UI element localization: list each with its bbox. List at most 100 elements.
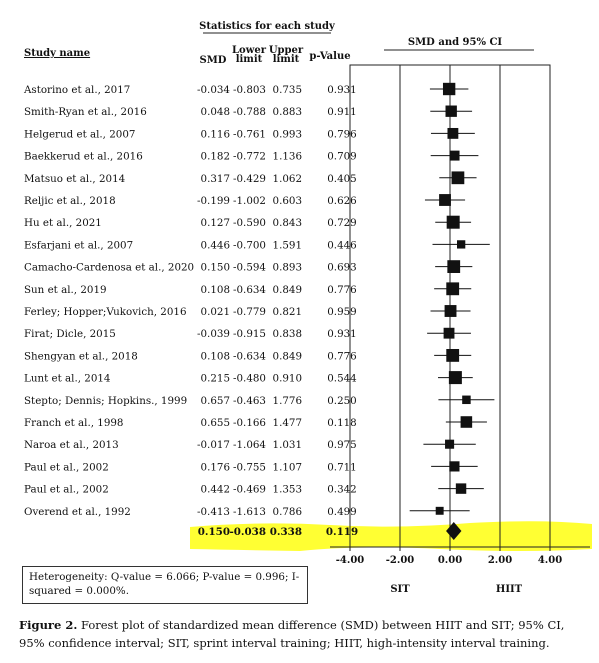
smd-value: 0.150	[201, 262, 230, 274]
x-tick-label: -4.00	[336, 555, 365, 566]
effect-square	[446, 348, 460, 362]
upper-limit-value: 1.776	[273, 395, 302, 407]
study-row: Paul et al., 2002 0.442 -0.469 1.353 0.342	[24, 483, 484, 496]
smd-value: 0.021	[201, 306, 230, 318]
upper-limit-value: 0.786	[273, 506, 302, 518]
effect-square	[444, 305, 457, 317]
study-row: Astorino et al., 2017 -0.034 -0.803 0.735 0.…	[23, 82, 469, 96]
upper-limit-value: 0.735	[273, 84, 302, 96]
study-row: Paul et al., 2002 0.176 -0.755 1.107 0.711	[24, 461, 478, 473]
lower-limit-value: -0.590	[233, 217, 266, 229]
study-row: Esfarjani et al., 2007 0.446 -0.700 1.591 0.…	[24, 239, 490, 251]
effect-square	[446, 215, 460, 229]
study-name: Ferley; Hopper;Vukovich, 2016	[24, 306, 187, 318]
effect-square	[455, 483, 467, 494]
smd-value: 0.655	[201, 417, 230, 429]
upper-limit-value: 1.353	[273, 484, 302, 496]
upper-limit-value: 0.849	[273, 350, 302, 362]
study-name: Paul et al., 2002	[24, 461, 109, 473]
effect-square	[446, 282, 460, 296]
x-tick-label: 0.00	[438, 555, 462, 566]
lower-limit-header-1: Lower	[232, 45, 267, 56]
effect-square	[439, 194, 451, 206]
study-row: Firat; Dicle, 2015 -0.039 -0.915 0.838 0.931	[24, 327, 471, 340]
p-value: 0.911	[327, 106, 356, 118]
lower-limit-value: -0.634	[233, 350, 266, 362]
study-name: Hu et al., 2021	[24, 217, 102, 229]
study-name: Smith-Ryan et al., 2016	[24, 106, 147, 118]
hiit-label: HIIT	[496, 584, 523, 595]
lower-limit-header-2: limit	[236, 54, 263, 65]
effect-square	[448, 371, 462, 385]
p-value: 0.796	[327, 128, 356, 140]
p-value: 0.776	[327, 284, 356, 296]
upper-limit-value: 1.062	[273, 173, 302, 185]
smd-value: 0.176	[201, 461, 230, 473]
heterogeneity-text: Heterogeneity: Q-value = 6.066; P-value …	[29, 571, 300, 597]
p-value: 0.729	[327, 217, 356, 229]
x-tick-label: -2.00	[386, 555, 415, 566]
lower-limit-value: -0.772	[233, 151, 266, 163]
smd-value: 0.446	[201, 239, 230, 251]
smd-value: 0.215	[201, 373, 230, 385]
upper-limit-value: 0.838	[273, 328, 302, 340]
smd-value: 0.108	[201, 350, 230, 362]
effect-square	[445, 105, 457, 117]
p-value: 0.405	[327, 173, 356, 185]
study-row: Lunt et al., 2014 0.215 -0.480 0.910 0.544	[24, 371, 473, 385]
study-name: Helgerud et al., 2007	[24, 128, 135, 140]
upper-limit-header-2: limit	[273, 54, 300, 65]
study-name: Reljic et al., 2018	[24, 195, 116, 207]
study-row: Camacho-Cardenosa et al., 2020 0.150 -0.59…	[24, 260, 473, 274]
smd-value: 0.116	[201, 128, 230, 140]
upper-limit-value: 0.843	[273, 217, 302, 229]
p-value: 0.711	[327, 461, 356, 473]
study-name: Matsuo et al., 2014	[24, 173, 126, 185]
summary-lower: -0.038	[229, 526, 266, 538]
effect-square	[462, 395, 471, 405]
study-row: Sun et al., 2019 0.108 -0.634 0.849 0.776	[24, 282, 472, 296]
lower-limit-value: -0.594	[233, 262, 266, 274]
study-row: Matsuo et al., 2014 0.317 -0.429 1.062 0.405	[24, 171, 477, 185]
lower-limit-value: -1.002	[233, 195, 266, 207]
p-value-header: p-Value	[309, 51, 350, 62]
upper-limit-value: 0.893	[273, 262, 302, 274]
study-name: Naroa et al., 2013	[24, 439, 119, 451]
sit-label: SIT	[390, 584, 410, 595]
lower-limit-value: -0.803	[233, 84, 266, 96]
summary-smd: 0.150	[198, 526, 230, 538]
study-name: Camacho-Cardenosa et al., 2020	[24, 262, 194, 274]
p-value: 0.499	[327, 506, 356, 518]
effect-square	[443, 327, 455, 339]
plot-title: SMD and 95% CI	[408, 37, 503, 48]
effect-square	[442, 82, 456, 96]
lower-limit-value: -0.429	[233, 173, 266, 185]
lower-limit-value: -0.166	[233, 417, 266, 429]
upper-limit-header-1: Upper	[269, 45, 304, 56]
smd-value: -0.017	[197, 439, 230, 451]
smd-value: 0.108	[201, 284, 230, 296]
p-value: 0.626	[327, 195, 356, 207]
study-name: Shengyan et al., 2018	[24, 350, 138, 362]
stats-group-header: Statistics for each study	[199, 21, 336, 32]
lower-limit-value: -0.761	[233, 128, 266, 140]
smd-value: 0.127	[201, 217, 230, 229]
smd-value: 0.442	[201, 484, 230, 496]
study-row: Ferley; Hopper;Vukovich, 2016 0.021 -0.779…	[24, 305, 471, 318]
effect-square	[457, 240, 466, 249]
p-value: 0.544	[327, 373, 357, 385]
lower-limit-value: -1.064	[233, 439, 266, 451]
summary-upper: 0.338	[270, 526, 302, 538]
upper-limit-value: 1.031	[273, 439, 302, 451]
smd-value: 0.317	[201, 173, 230, 185]
lower-limit-value: -0.634	[233, 284, 266, 296]
p-value: 0.250	[327, 395, 356, 407]
upper-limit-value: 0.849	[273, 284, 302, 296]
p-value: 0.446	[327, 239, 356, 251]
effect-square	[447, 260, 461, 273]
p-value: 0.342	[327, 484, 356, 496]
caption-label: Figure 2.	[19, 618, 78, 632]
summary-highlight	[190, 521, 592, 551]
lower-limit-value: -0.463	[233, 395, 266, 407]
